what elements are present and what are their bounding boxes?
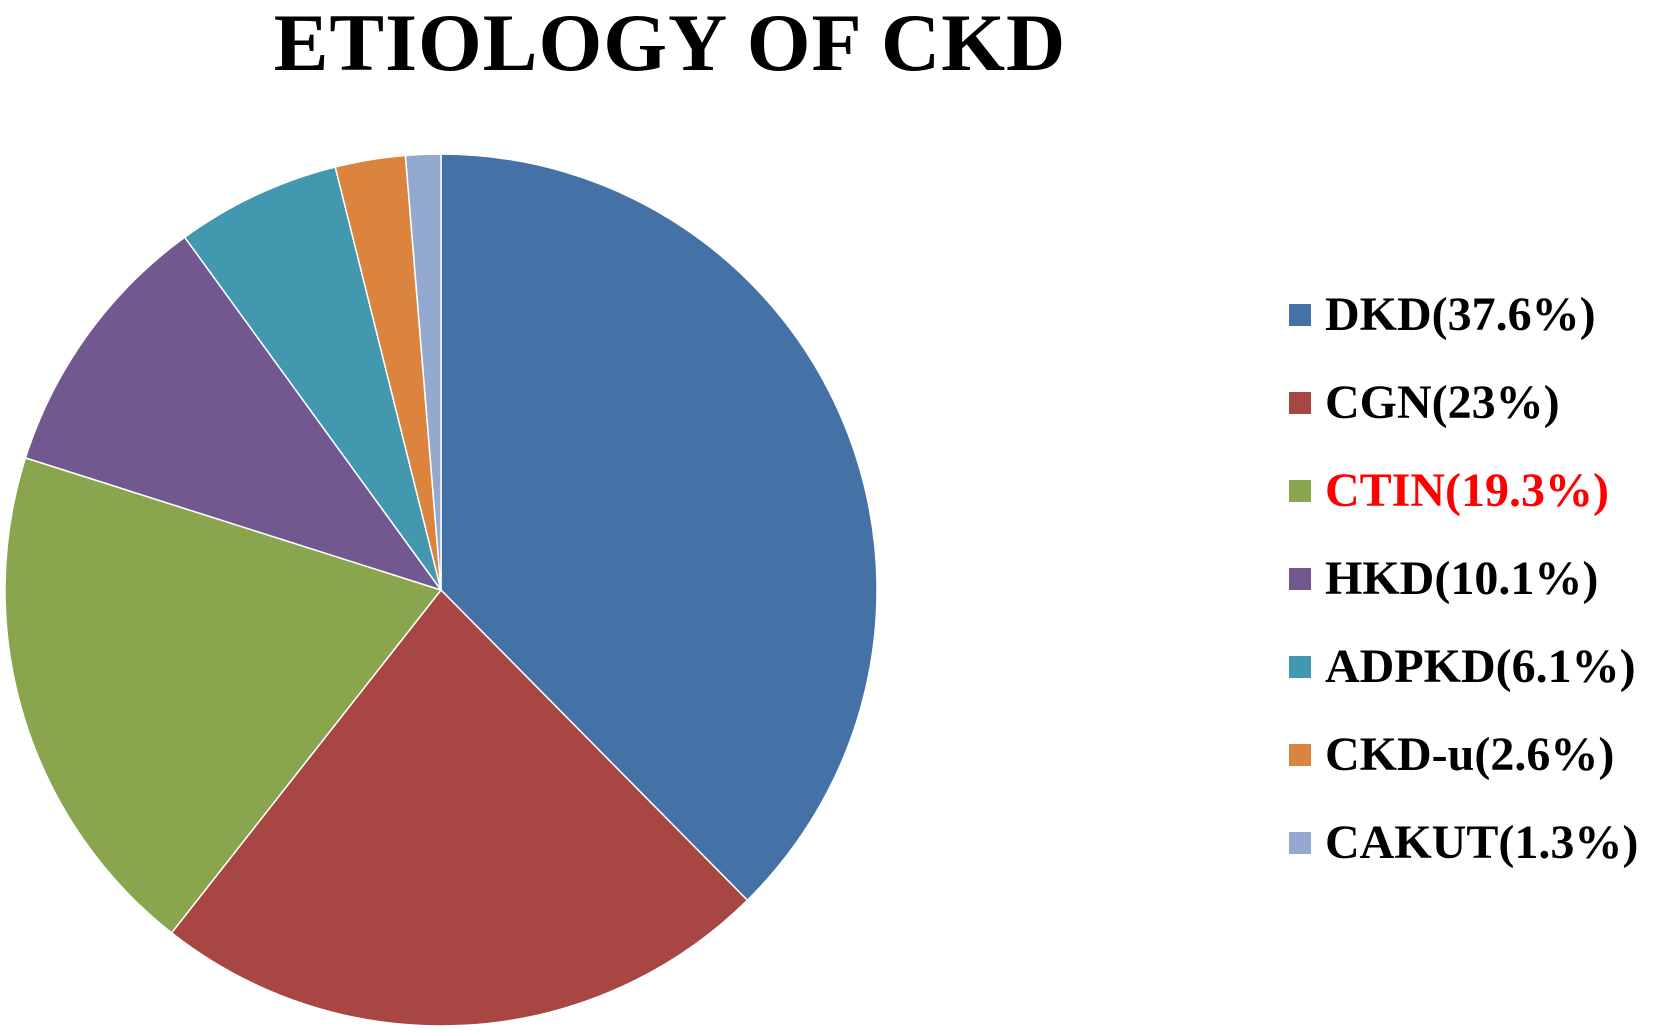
- legend-label-adpkd: ADPKD(6.1%): [1325, 640, 1636, 693]
- pie-slice-ctin: [4, 457, 442, 934]
- legend-label-cakut: CAKUT(1.3%): [1325, 816, 1639, 869]
- pie-slice-cakut: [404, 153, 442, 591]
- pie-slice-cgn: [170, 589, 749, 1027]
- legend-swatch-cakut: [1289, 832, 1311, 854]
- legend-swatch-dkd: [1289, 304, 1311, 326]
- legend-label-ctin: CTIN(19.3%): [1325, 464, 1609, 517]
- legend-swatch-hkd: [1289, 568, 1311, 590]
- legend-item-cakut: CAKUT(1.3%): [1289, 818, 1669, 868]
- legend-swatch-cgn: [1289, 392, 1311, 414]
- pie-slice-dkd: [440, 153, 878, 901]
- pie-slices: [4, 153, 878, 1027]
- legend-label-ckd-u: CKD-u(2.6%): [1325, 728, 1615, 781]
- legend-swatch-adpkd: [1289, 656, 1311, 678]
- legend-swatch-ctin: [1289, 480, 1311, 502]
- legend-swatch-ckd-u: [1289, 744, 1311, 766]
- legend-item-ckd-u: CKD-u(2.6%): [1289, 730, 1669, 780]
- legend-label-dkd: DKD(37.6%): [1325, 288, 1596, 341]
- chart-title: ETIOLOGY OF CKD: [273, 0, 1067, 88]
- legend-item-hkd: HKD(10.1%): [1289, 554, 1669, 604]
- legend: DKD(37.6%) CGN(23%) CTIN(19.3%) HKD(10.1…: [1289, 290, 1669, 906]
- legend-label-cgn: CGN(23%): [1325, 376, 1560, 429]
- pie-slice-hkd: [24, 236, 442, 591]
- legend-item-dkd: DKD(37.6%): [1289, 290, 1669, 340]
- legend-item-cgn: CGN(23%): [1289, 378, 1669, 428]
- pie-slice-adpkd: [183, 166, 442, 591]
- legend-item-ctin: CTIN(19.3%): [1289, 466, 1669, 516]
- legend-label-hkd: HKD(10.1%): [1325, 552, 1599, 605]
- legend-item-adpkd: ADPKD(6.1%): [1289, 642, 1669, 692]
